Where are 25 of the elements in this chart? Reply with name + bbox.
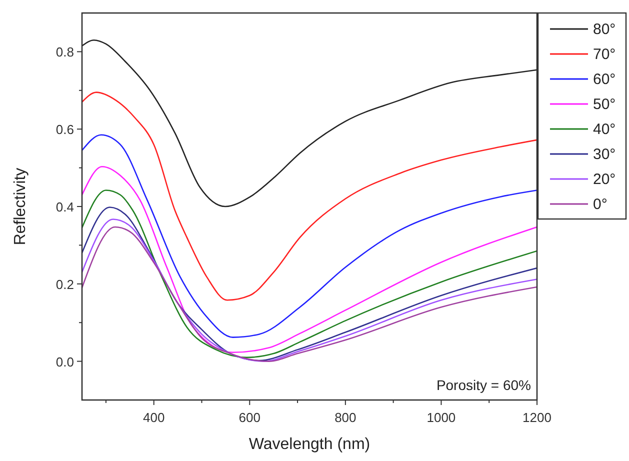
legend-label: 0° <box>593 196 608 213</box>
x-tick-label: 1200 <box>522 410 552 425</box>
legend-label: 30° <box>593 146 616 163</box>
legend-label: 40° <box>593 121 616 138</box>
legend-label: 80° <box>593 21 616 38</box>
line-series <box>82 134 537 338</box>
legend-label: 20° <box>593 171 616 188</box>
legend-label: 70° <box>593 46 616 63</box>
y-tick-label: 0.6 <box>56 122 74 138</box>
y-tick-label: 0.8 <box>56 44 74 60</box>
line-series <box>82 92 537 301</box>
x-tick-label: 1000 <box>426 410 456 425</box>
x-tick-label: 800 <box>334 410 356 425</box>
x-tick-label: 600 <box>238 410 260 425</box>
y-tick-label: 0.0 <box>56 354 74 370</box>
x-tick-label: 400 <box>142 410 165 425</box>
line-series <box>82 39 537 208</box>
line-series <box>82 166 537 354</box>
legend-label: 50° <box>593 96 616 113</box>
legend-label: 60° <box>593 71 616 88</box>
annotation: Porosity = 60% <box>436 377 531 393</box>
x-axis-title: Wavelength (nm) <box>248 436 370 453</box>
y-tick-label: 0.2 <box>56 276 74 292</box>
y-tick-label: 0.4 <box>56 200 74 214</box>
y-axis-title: Reflectivity <box>12 168 29 246</box>
